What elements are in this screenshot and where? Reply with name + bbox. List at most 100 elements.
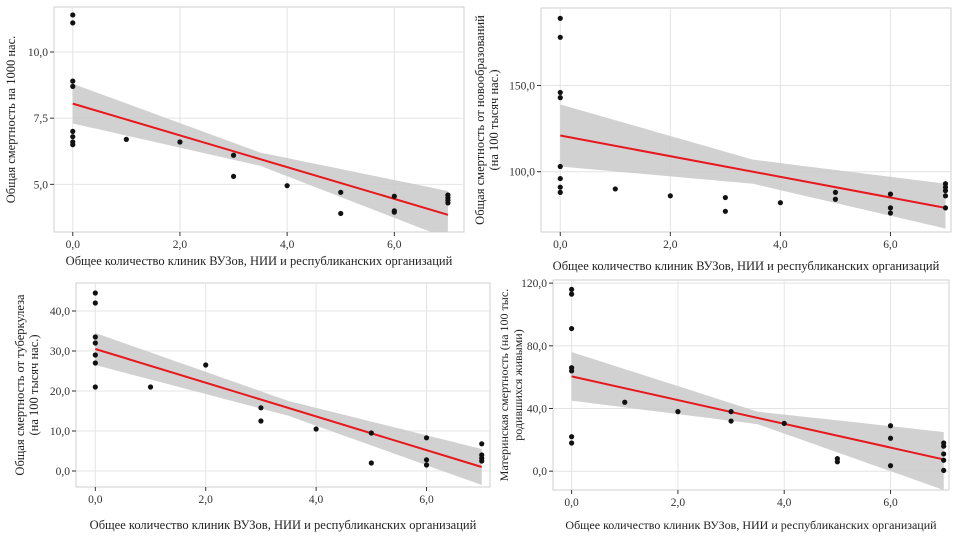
data-point xyxy=(147,384,154,390)
data-point xyxy=(728,418,734,424)
x-tick-label: 4,0 xyxy=(773,239,788,251)
data-point xyxy=(569,434,575,440)
data-point xyxy=(92,352,98,358)
x-tick-label: 6,0 xyxy=(883,239,898,251)
data-point xyxy=(834,459,840,465)
y-tick-label: 30,0 xyxy=(50,346,70,358)
data-point xyxy=(942,188,949,194)
data-point xyxy=(941,443,947,449)
x-tick-label: 2,0 xyxy=(663,239,678,251)
regression-line xyxy=(560,134,946,209)
x-tick-label: 2,0 xyxy=(199,494,214,506)
data-point xyxy=(557,89,563,96)
y-axis-title: Общая смертность на 1000 нас. xyxy=(4,36,18,203)
data-point xyxy=(557,34,563,40)
data-point xyxy=(941,451,947,457)
data-point xyxy=(622,399,628,405)
y-tick-label: 40,0 xyxy=(527,404,547,416)
x-tick-label: 0,0 xyxy=(66,239,81,251)
y-axis-title: родившихся живыми) xyxy=(511,329,525,440)
data-point xyxy=(887,423,894,429)
x-tick-label: 6,0 xyxy=(419,494,434,506)
x-tick-label: 0,0 xyxy=(553,239,568,251)
y-axis-title: Общая смертность от новообразований xyxy=(473,15,487,225)
y-tick-label: 10,0 xyxy=(28,47,48,59)
chart-panel-1: 0,0 2,0 4,0 6,0 5,0 7,5 10,0 Общее количество к… xyxy=(4,6,465,268)
data-point xyxy=(942,193,949,199)
data-point xyxy=(832,196,839,202)
data-point xyxy=(942,205,949,211)
data-point xyxy=(338,210,344,217)
data-point xyxy=(423,435,430,441)
x-tick-label: 2,0 xyxy=(671,497,686,509)
y-tick-label: 150,0 xyxy=(509,81,535,93)
y-tick-label: 80,0 xyxy=(527,341,547,353)
data-point xyxy=(70,142,76,148)
chart-panel-3: 0,0 2,0 4,0 6,0 0,0 10,0 20,0 30,0 40,0 Общее кол… xyxy=(13,282,491,532)
data-point xyxy=(722,208,728,214)
regression-line xyxy=(72,102,449,216)
confidence-band xyxy=(571,352,944,490)
data-point xyxy=(92,334,98,340)
data-point xyxy=(203,362,209,368)
x-tick-label: 0,0 xyxy=(564,497,579,509)
data-point xyxy=(887,210,894,216)
data-point xyxy=(391,193,397,199)
data-point xyxy=(368,430,374,436)
y-tick-label: 10,0 xyxy=(50,426,70,438)
confidence-band xyxy=(560,104,946,229)
data-point xyxy=(423,457,430,463)
data-point xyxy=(569,325,575,332)
data-point xyxy=(832,189,839,195)
data-point xyxy=(423,462,430,468)
data-point xyxy=(92,300,98,306)
y-tick-label: 0,0 xyxy=(533,466,548,478)
data-point xyxy=(941,467,947,474)
x-tick-label: 4,0 xyxy=(777,497,792,509)
x-tick-label: 6,0 xyxy=(387,239,402,251)
data-point xyxy=(70,83,76,90)
y-axis-title: (на 100 тысяч нас.) xyxy=(487,69,501,170)
x-axis-title: Общее количество клиник ВУЗов, НИИ и рес… xyxy=(66,254,453,268)
data-point xyxy=(941,457,947,463)
data-point xyxy=(123,136,129,142)
data-point xyxy=(70,128,76,135)
y-tick-label: 7,5 xyxy=(34,113,49,125)
data-point xyxy=(887,435,894,441)
x-tick-label: 0,0 xyxy=(88,494,103,506)
data-point xyxy=(479,441,485,447)
data-point xyxy=(557,95,563,101)
data-point xyxy=(557,184,563,190)
y-tick-label: 5,0 xyxy=(34,179,49,191)
data-point xyxy=(368,460,374,466)
data-point xyxy=(177,139,183,145)
data-point xyxy=(675,409,681,415)
y-tick-label: 20,0 xyxy=(50,386,70,398)
y-tick-label: 0,0 xyxy=(56,466,71,478)
x-axis-title: Общее количество клиник ВУЗов, НИИ и рес… xyxy=(553,259,940,273)
data-point xyxy=(258,405,264,411)
y-tick-label: 40,0 xyxy=(50,306,70,318)
x-tick-label: 4,0 xyxy=(309,494,324,506)
data-point xyxy=(70,134,76,140)
data-point xyxy=(445,200,451,206)
confidence-band xyxy=(72,83,448,232)
data-point xyxy=(284,183,290,189)
data-point xyxy=(92,340,98,346)
y-axis-title: Материнская смертность (на 100 тыс. xyxy=(497,289,511,481)
data-point xyxy=(391,209,397,215)
data-point xyxy=(70,12,76,18)
data-point xyxy=(479,458,485,464)
data-point xyxy=(313,426,319,432)
data-point xyxy=(230,173,237,180)
data-point xyxy=(92,290,98,296)
x-tick-label: 6,0 xyxy=(883,497,898,509)
y-tick-label: 100,0 xyxy=(509,167,535,179)
x-axis-title: Общее количество клиник ВУЗов, НИИ и рес… xyxy=(90,518,477,532)
data-point xyxy=(92,384,98,390)
data-point xyxy=(781,420,787,426)
data-point xyxy=(557,175,563,182)
data-point xyxy=(338,189,344,195)
data-point xyxy=(569,440,575,446)
